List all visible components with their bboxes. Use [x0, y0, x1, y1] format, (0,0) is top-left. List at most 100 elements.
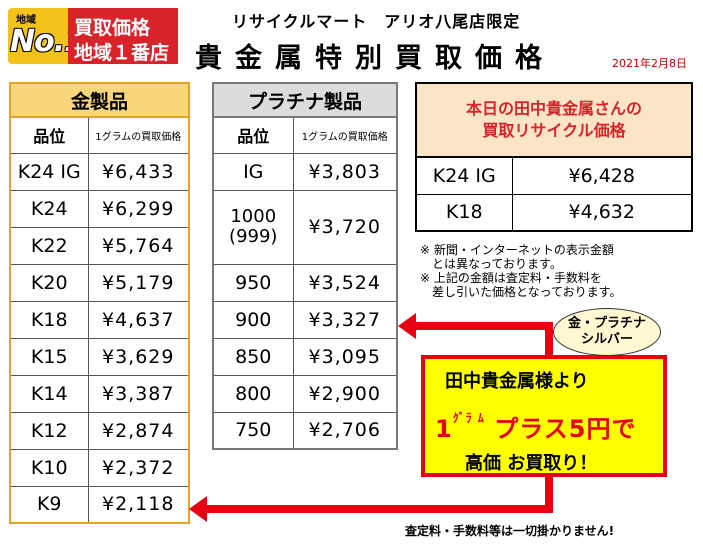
grade-cell: 1000 (999)	[212, 189, 294, 265]
price-cell: ¥2,706	[292, 411, 398, 450]
grade-cell: K12	[9, 411, 89, 450]
badge-line2: 地域１番店	[74, 42, 170, 64]
promo-line3: 高価 お買取り！	[465, 453, 598, 474]
table-row: K12 ¥2,874	[9, 411, 190, 450]
grade-cell: 900	[212, 300, 294, 339]
price-cell: ¥3,524	[292, 263, 398, 302]
grade-cell: K24 IG	[9, 152, 89, 191]
table-row: 850 ¥3,095	[212, 337, 398, 376]
price-cell: ¥3,095	[292, 337, 398, 376]
table-row: IG ¥3,803	[212, 152, 398, 191]
platinum-col-price: 1グラムの買取価格	[292, 116, 398, 154]
grade-cell: K24 IG	[415, 156, 513, 195]
price-cell: ¥2,118	[87, 485, 190, 524]
badge-line1: 買取価格	[74, 17, 151, 39]
tanaka-title-line1: 本日の田中貴金属さんの	[465, 99, 642, 118]
ranking-badge: 地域 No.1 買取価格 地域１番店	[8, 8, 178, 64]
table-row: K18 ¥4,632	[415, 193, 693, 232]
grade-line-1: 1000	[230, 206, 277, 227]
price-cell: ¥6,428	[511, 156, 693, 195]
grade-cell: K10	[9, 448, 89, 487]
grade-cell: K18	[415, 193, 513, 232]
table-row: K14 ¥3,387	[9, 374, 190, 413]
price-cell: ¥3,387	[87, 374, 190, 413]
price-cell: ¥2,874	[87, 411, 190, 450]
tanaka-table-title: 本日の田中貴金属さんの 買取リサイクル価格	[415, 82, 693, 158]
arrow-left-icon	[398, 313, 416, 339]
note-line: とは異なっております。	[420, 257, 562, 271]
grade-cell: 750	[212, 411, 294, 450]
grade-cell: K14	[9, 374, 89, 413]
gold-col-price: 1グラムの買取価格	[87, 116, 190, 154]
table-row: K9 ¥2,118	[9, 485, 190, 524]
table-row: 1000 (999) ¥3,720	[212, 189, 398, 265]
price-cell: ¥2,900	[292, 374, 398, 413]
price-cell: ¥4,632	[511, 193, 693, 232]
notes: ※ 新聞・インターネットの表示金額 とは異なっております。 ※ 上記の金額は査定…	[420, 243, 621, 299]
price-cell: ¥5,764	[87, 226, 190, 265]
table-row: 800 ¥2,900	[212, 374, 398, 413]
table-row: K22 ¥5,764	[9, 226, 190, 265]
date-label: 2021年2月8日	[612, 57, 687, 70]
arrow-line-bottom-vertical	[545, 475, 553, 513]
table-row: 900 ¥3,327	[212, 300, 398, 339]
price-cell: ¥2,372	[87, 448, 190, 487]
metal-bubble: 金・プラチナ シルバー	[553, 308, 661, 356]
badge-red-panel: 買取価格 地域１番店	[68, 8, 178, 64]
price-cell: ¥6,433	[87, 152, 190, 191]
arrow-line-bottom	[204, 505, 553, 513]
price-cell: ¥3,720	[292, 189, 398, 265]
bubble-line1: 金・プラチナ	[567, 316, 646, 331]
arrow-left-icon	[189, 496, 207, 522]
grade-cell: 800	[212, 374, 294, 413]
bubble-line2: シルバー	[580, 332, 633, 347]
tanaka-title-line2: 買取リサイクル価格	[482, 121, 626, 140]
promo-line1: 田中貴金属様より	[445, 371, 589, 392]
table-row: K10 ¥2,372	[9, 448, 190, 487]
table-row: K24 IG ¥6,433	[9, 152, 190, 191]
promo-plus: プラス5円で	[494, 415, 637, 443]
gold-table-title: 金製品	[9, 82, 190, 118]
promo-box: 田中貴金属様より 1ｸﾞﾗ ﾑ プラス5円で 高価 お買取り！	[421, 355, 667, 477]
grade-cell: K24	[9, 189, 89, 228]
grade-cell: IG	[212, 152, 294, 191]
table-row: K24 IG ¥6,428	[415, 156, 693, 195]
note-line: 差し引いた価格となっております。	[420, 285, 622, 299]
gold-price-table: 金製品 品位 1グラムの買取価格 K24 IG ¥6,433 K24 ¥6,299 …	[9, 82, 190, 524]
promo-one: 1	[435, 415, 453, 443]
table-row: 950 ¥3,524	[212, 263, 398, 302]
table-row: K20 ¥5,179	[9, 263, 190, 302]
promo-gram: ｸﾞﾗ ﾑ	[452, 411, 485, 425]
note-line: ※ 上記の金額は査定料・手数料を	[420, 271, 602, 285]
price-cell: ¥6,299	[87, 189, 190, 228]
grade-cell: K9	[9, 485, 89, 524]
grade-cell: K18	[9, 300, 89, 339]
platinum-col-grade: 品位	[212, 116, 294, 154]
arrow-line-top	[413, 322, 553, 330]
badge-no1-label: No.1	[10, 24, 72, 59]
arrow-line-top-vertical	[545, 322, 553, 362]
grade-cell: K15	[9, 337, 89, 376]
grade-cell: K22	[9, 226, 89, 265]
promo-line2: 1ｸﾞﾗ ﾑ プラス5円で	[435, 409, 636, 444]
table-row: K24 ¥6,299	[9, 189, 190, 228]
tanaka-price-table: 本日の田中貴金属さんの 買取リサイクル価格 K24 IG ¥6,428 K18 ¥4…	[415, 82, 693, 232]
gold-col-grade: 品位	[9, 116, 89, 154]
note-line: ※ 新聞・インターネットの表示金額	[420, 243, 614, 257]
table-row: 750 ¥2,706	[212, 411, 398, 450]
no1-mark: 地域 No.1	[8, 8, 72, 64]
price-cell: ¥5,179	[87, 263, 190, 302]
table-row: K18 ¥4,637	[9, 300, 190, 339]
price-cell: ¥4,637	[87, 300, 190, 339]
grade-line-2: (999)	[229, 226, 278, 247]
store-name: リサイクルマート アリオ八尾店限定	[232, 12, 521, 31]
grade-cell: 850	[212, 337, 294, 376]
platinum-table-title: プラチナ製品	[212, 82, 398, 118]
price-cell: ¥3,803	[292, 152, 398, 191]
grade-cell: K20	[9, 263, 89, 302]
table-row: K15 ¥3,629	[9, 337, 190, 376]
price-cell: ¥3,629	[87, 337, 190, 376]
grade-cell: 950	[212, 263, 294, 302]
platinum-price-table: プラチナ製品 品位 1グラムの買取価格 IG ¥3,803 1000 (999) …	[212, 82, 398, 450]
footer-note: 査定料・手数料等は一切掛かりません!	[405, 524, 615, 538]
